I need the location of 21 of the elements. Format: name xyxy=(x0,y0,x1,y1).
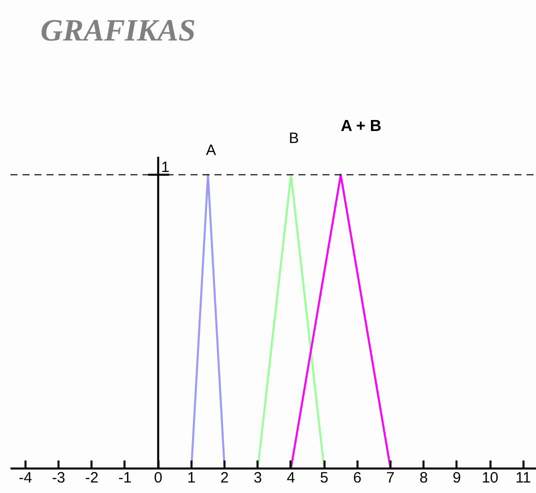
x-tick-label: -4 xyxy=(18,470,32,486)
x-tick-label: 3 xyxy=(254,470,262,486)
x-tick-label: 5 xyxy=(320,470,328,486)
x-tick-label: 0 xyxy=(154,470,162,486)
x-tick-label: 11 xyxy=(515,470,532,486)
chart-title: GRAFIKAS xyxy=(40,12,196,48)
x-tick-label: 7 xyxy=(386,470,395,486)
x-tick-label: -2 xyxy=(85,470,98,486)
annotation: 1 xyxy=(161,158,170,176)
series-label: A xyxy=(206,142,216,159)
text: A + B xyxy=(340,118,382,135)
series-label: B xyxy=(288,130,299,147)
x-tick-label: -1 xyxy=(118,470,132,486)
x-tick-label: 6 xyxy=(353,470,362,486)
x-tick-label: 2 xyxy=(220,470,229,486)
x-tick-label: 8 xyxy=(419,470,428,486)
x-tick-label: 10 xyxy=(482,470,498,486)
x-tick-label: 9 xyxy=(452,470,462,486)
x-tick-label: 1 xyxy=(187,470,196,486)
x-tick-label: -3 xyxy=(52,470,66,486)
x-tick-label: 4 xyxy=(286,470,296,486)
